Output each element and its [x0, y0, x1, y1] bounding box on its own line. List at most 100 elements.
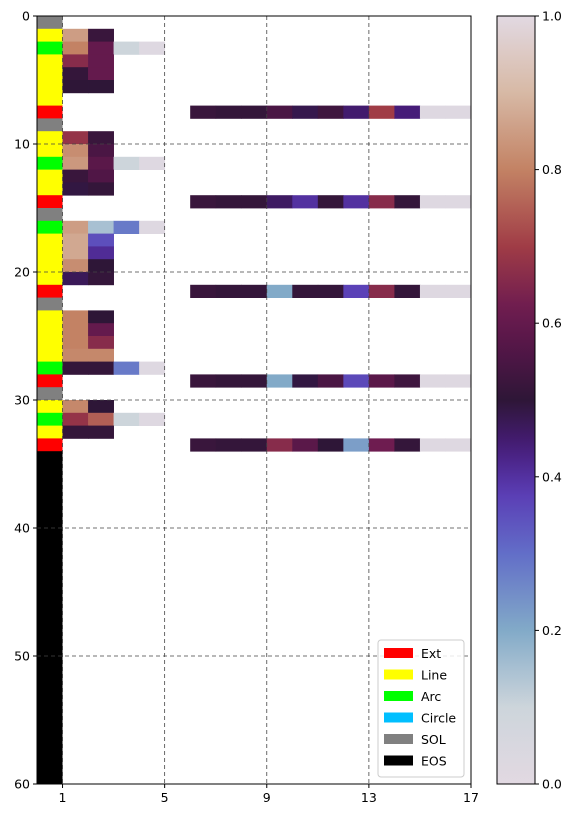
type-cell-line [37, 131, 63, 145]
x-tick-label: 5 [161, 790, 169, 805]
legend-swatch-ext [384, 648, 413, 658]
type-cell-eos [37, 732, 63, 746]
heatmap-cell [113, 156, 140, 170]
type-cell-line [37, 246, 63, 260]
heatmap-cell [241, 374, 268, 388]
type-cell-line [37, 92, 63, 106]
legend-label-ext: Ext [421, 646, 441, 661]
heatmap-cell [215, 438, 242, 452]
heatmap-cell [139, 220, 166, 234]
heatmap-cell [88, 182, 114, 196]
type-cell-eos [37, 502, 63, 516]
type-cell-eos [37, 451, 63, 465]
y-tick-label: 40 [14, 521, 30, 536]
legend-swatch-arc [384, 691, 413, 701]
colorbar-tick-label: 0.2 [542, 623, 562, 638]
heatmap-cell [215, 284, 242, 298]
y-tick-label: 60 [14, 777, 30, 792]
heatmap-cell [419, 438, 446, 452]
type-cell-sol [37, 16, 63, 30]
heatmap-cell [88, 41, 114, 55]
type-cell-ext [37, 374, 63, 388]
heatmap-cell [139, 41, 166, 55]
heatmap-cell [368, 105, 395, 119]
type-cell-eos [37, 566, 63, 580]
heatmap-cell [241, 438, 268, 452]
heatmap-cell [215, 374, 242, 388]
heatmap-cell [241, 284, 268, 298]
type-cell-sol [37, 208, 63, 222]
colorbar-gradient [496, 15, 536, 785]
type-cell-line [37, 233, 63, 247]
colorbar: 0.0 0.2 0.4 0.6 0.8 1.0 [496, 9, 562, 792]
type-cell-eos [37, 668, 63, 682]
legend: Ext Line Arc Circle SOL EOS [377, 639, 465, 778]
type-cell-line [37, 323, 63, 337]
heatmap-cell [266, 374, 293, 388]
heatmap-cell [88, 220, 114, 234]
heatmap-cell [343, 195, 370, 209]
heatmap-cell [88, 169, 114, 183]
axes: 1 5 9 13 17 0 10 20 30 40 50 60 [14, 9, 479, 806]
colorbar-tick-label: 0.0 [542, 777, 562, 792]
heatmap-cell [317, 284, 344, 298]
type-cell-sol [37, 297, 63, 311]
type-cell-arc [37, 156, 63, 170]
x-tick-label: 17 [463, 790, 479, 805]
heatmap-cell [62, 169, 89, 183]
type-cell-ext [37, 284, 63, 298]
heatmap-cell [368, 374, 395, 388]
type-cell-arc [37, 220, 63, 234]
heatmap-cell [266, 105, 293, 119]
type-cell-eos [37, 656, 63, 670]
type-cell-eos [37, 771, 63, 785]
y-tick-label: 10 [14, 137, 30, 152]
type-cell-arc [37, 412, 63, 426]
heatmap-cell [266, 438, 293, 452]
heatmap-cell [62, 323, 89, 337]
heatmap-cell [88, 310, 114, 324]
legend-swatch-sol [384, 734, 413, 744]
heatmap-cell [62, 425, 89, 439]
heatmap-cell [88, 361, 114, 375]
heatmap-cell [88, 80, 114, 94]
heatmap-cell [62, 182, 89, 196]
command-type-column [37, 16, 63, 785]
heatmap-cell [88, 336, 114, 350]
heatmap-cell [419, 374, 446, 388]
heatmap-cell [62, 336, 89, 350]
type-cell-eos [37, 515, 63, 529]
type-cell-eos [37, 464, 63, 478]
heatmap-cell [62, 67, 89, 81]
type-cell-line [37, 28, 63, 42]
colorbar-tick-label: 1.0 [542, 9, 562, 24]
y-tick-label: 50 [14, 649, 30, 664]
heatmap-cell [215, 195, 242, 209]
y-tick-label: 30 [14, 393, 30, 408]
heatmap-cell [88, 412, 114, 426]
colorbar-tick-label: 0.8 [542, 162, 562, 177]
heatmap-cell [317, 105, 344, 119]
type-cell-eos [37, 758, 63, 772]
colorbar-tick-label: 0.4 [542, 469, 562, 484]
heatmap-cell [368, 284, 395, 298]
type-cell-line [37, 80, 63, 94]
heatmap-cell [62, 246, 89, 260]
heatmap-cell [292, 374, 319, 388]
heatmap-cell [343, 374, 370, 388]
type-cell-eos [37, 528, 63, 542]
type-cell-line [37, 272, 63, 286]
heatmap-cell [88, 144, 114, 158]
type-cell-ext [37, 195, 63, 209]
heatmap-cell [445, 438, 472, 452]
heatmap-cell [419, 284, 446, 298]
type-cell-line [37, 425, 63, 439]
type-cell-arc [37, 361, 63, 375]
heatmap-cell [266, 284, 293, 298]
type-cell-eos [37, 489, 63, 503]
y-tick-label: 0 [22, 9, 30, 24]
heatmap-cell [445, 105, 472, 119]
type-cell-eos [37, 707, 63, 721]
heatmap-cell [62, 259, 89, 273]
heatmap-cell [88, 67, 114, 81]
